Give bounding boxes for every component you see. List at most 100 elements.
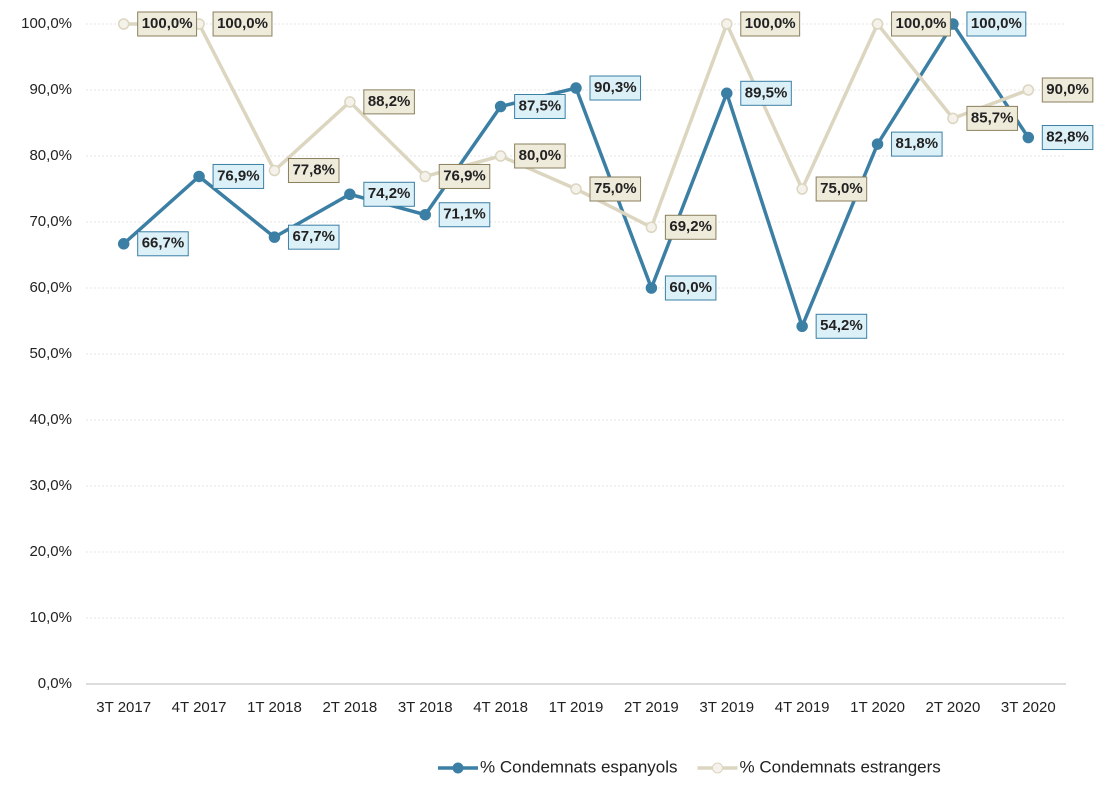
data-label-text: 82,8%: [1046, 128, 1089, 145]
data-label: 85,7%: [966, 105, 1018, 131]
y-tick-label: 30,0%: [29, 477, 72, 494]
point: [947, 112, 959, 125]
data-label: 74,2%: [363, 181, 415, 207]
point: [419, 170, 431, 183]
data-label-text: 100,0%: [217, 15, 268, 32]
data-label: 81,8%: [891, 131, 943, 157]
data-label-text: 74,2%: [368, 185, 411, 202]
data-label: 100,0%: [212, 11, 273, 37]
x-tick-label: 4T 2019: [775, 699, 830, 716]
data-label-box: [891, 11, 951, 37]
data-label: 66,7%: [137, 231, 189, 257]
data-label-text: 100,0%: [971, 15, 1022, 32]
y-tick-label: 10,0%: [29, 609, 72, 626]
data-label: 60,0%: [664, 275, 717, 301]
x-tick-label: 1T 2020: [850, 699, 905, 716]
x-tick-label: 2T 2020: [926, 699, 981, 716]
data-label-text: 54,2%: [820, 317, 863, 334]
data-label-text: 69,2%: [669, 218, 712, 235]
data-label: 100,0%: [137, 11, 198, 37]
data-label-box: [740, 80, 792, 106]
data-label-box: [589, 75, 642, 101]
point: [419, 208, 431, 221]
point: [344, 188, 356, 201]
data-label-text: 66,7%: [142, 235, 185, 252]
data-label-text: 88,2%: [368, 93, 411, 110]
point: [570, 183, 582, 195]
x-tick-label: 3T 2017: [96, 699, 151, 716]
data-label-box: [664, 275, 717, 301]
data-label-box: [815, 176, 868, 202]
data-label: 71,1%: [438, 202, 491, 228]
data-label-box: [363, 89, 415, 115]
data-label-box: [589, 176, 642, 202]
legend-label: % Condemnats espanyols: [480, 757, 678, 776]
point: [796, 183, 808, 195]
data-label-box: [1041, 77, 1094, 103]
data-label-text: 85,7%: [971, 109, 1014, 126]
data-label: 82,8%: [1041, 125, 1094, 151]
x-tick-label: 1T 2019: [549, 699, 604, 716]
x-tick-label: 2T 2018: [322, 699, 377, 716]
data-label-text: 75,0%: [820, 180, 863, 197]
data-label: 75,0%: [815, 176, 868, 202]
point: [570, 82, 582, 94]
data-label: 80,0%: [514, 143, 566, 169]
y-tick-label: 90,0%: [29, 81, 72, 98]
point: [193, 170, 205, 183]
y-tick-label: 20,0%: [29, 543, 72, 560]
data-label-box: [966, 11, 1027, 37]
data-label-box: [438, 163, 491, 189]
data-label-text: 76,9%: [443, 167, 486, 184]
data-label-text: 77,8%: [292, 161, 335, 178]
data-label-text: 90,3%: [594, 79, 637, 96]
data-label-box: [1041, 125, 1094, 151]
data-label-box: [212, 11, 273, 37]
data-label-box: [514, 143, 566, 169]
x-tick-label: 4T 2017: [172, 699, 227, 716]
point: [1022, 84, 1035, 96]
data-label: 75,0%: [589, 176, 642, 202]
data-label-box: [815, 313, 868, 339]
data-label-text: 90,0%: [1046, 81, 1089, 98]
data-label-text: 76,9%: [217, 167, 260, 184]
data-label-box: [137, 231, 189, 257]
point: [494, 100, 507, 113]
point: [117, 18, 130, 30]
data-label-text: 60,0%: [669, 279, 712, 296]
y-tick-label: 70,0%: [29, 213, 72, 230]
y-tick-label: 50,0%: [29, 345, 72, 362]
legend-label: % Condemnats estrangers: [740, 757, 941, 776]
point: [268, 231, 281, 243]
point: [344, 96, 356, 108]
point: [494, 150, 507, 162]
data-label-box: [287, 224, 340, 250]
data-label-box: [740, 11, 801, 37]
point: [117, 238, 130, 250]
data-label: 90,0%: [1041, 77, 1094, 103]
data-label-text: 100,0%: [142, 15, 193, 32]
point: [871, 138, 884, 150]
point: [645, 282, 658, 294]
point: [1022, 131, 1035, 144]
data-label: 100,0%: [966, 11, 1027, 37]
y-tick-label: 40,0%: [29, 411, 72, 428]
point: [721, 18, 733, 30]
x-tick-label: 3T 2019: [699, 699, 754, 716]
y-tick-label: 100,0%: [21, 15, 72, 32]
data-label-box: [137, 11, 198, 37]
x-tick-label: 3T 2018: [398, 699, 453, 716]
data-label-box: [664, 214, 717, 240]
legend-marker: [452, 762, 464, 774]
data-label-box: [966, 105, 1018, 131]
point: [645, 221, 658, 234]
x-tick-label: 2T 2019: [624, 699, 679, 716]
data-label-text: 75,0%: [594, 180, 637, 197]
data-label-box: [212, 163, 265, 189]
x-tick-label: 1T 2018: [247, 699, 302, 716]
x-tick-label: 3T 2020: [1001, 699, 1056, 716]
x-tick-label: 4T 2018: [473, 699, 528, 716]
data-label: 90,3%: [589, 75, 642, 101]
y-tick-label: 60,0%: [29, 279, 72, 296]
